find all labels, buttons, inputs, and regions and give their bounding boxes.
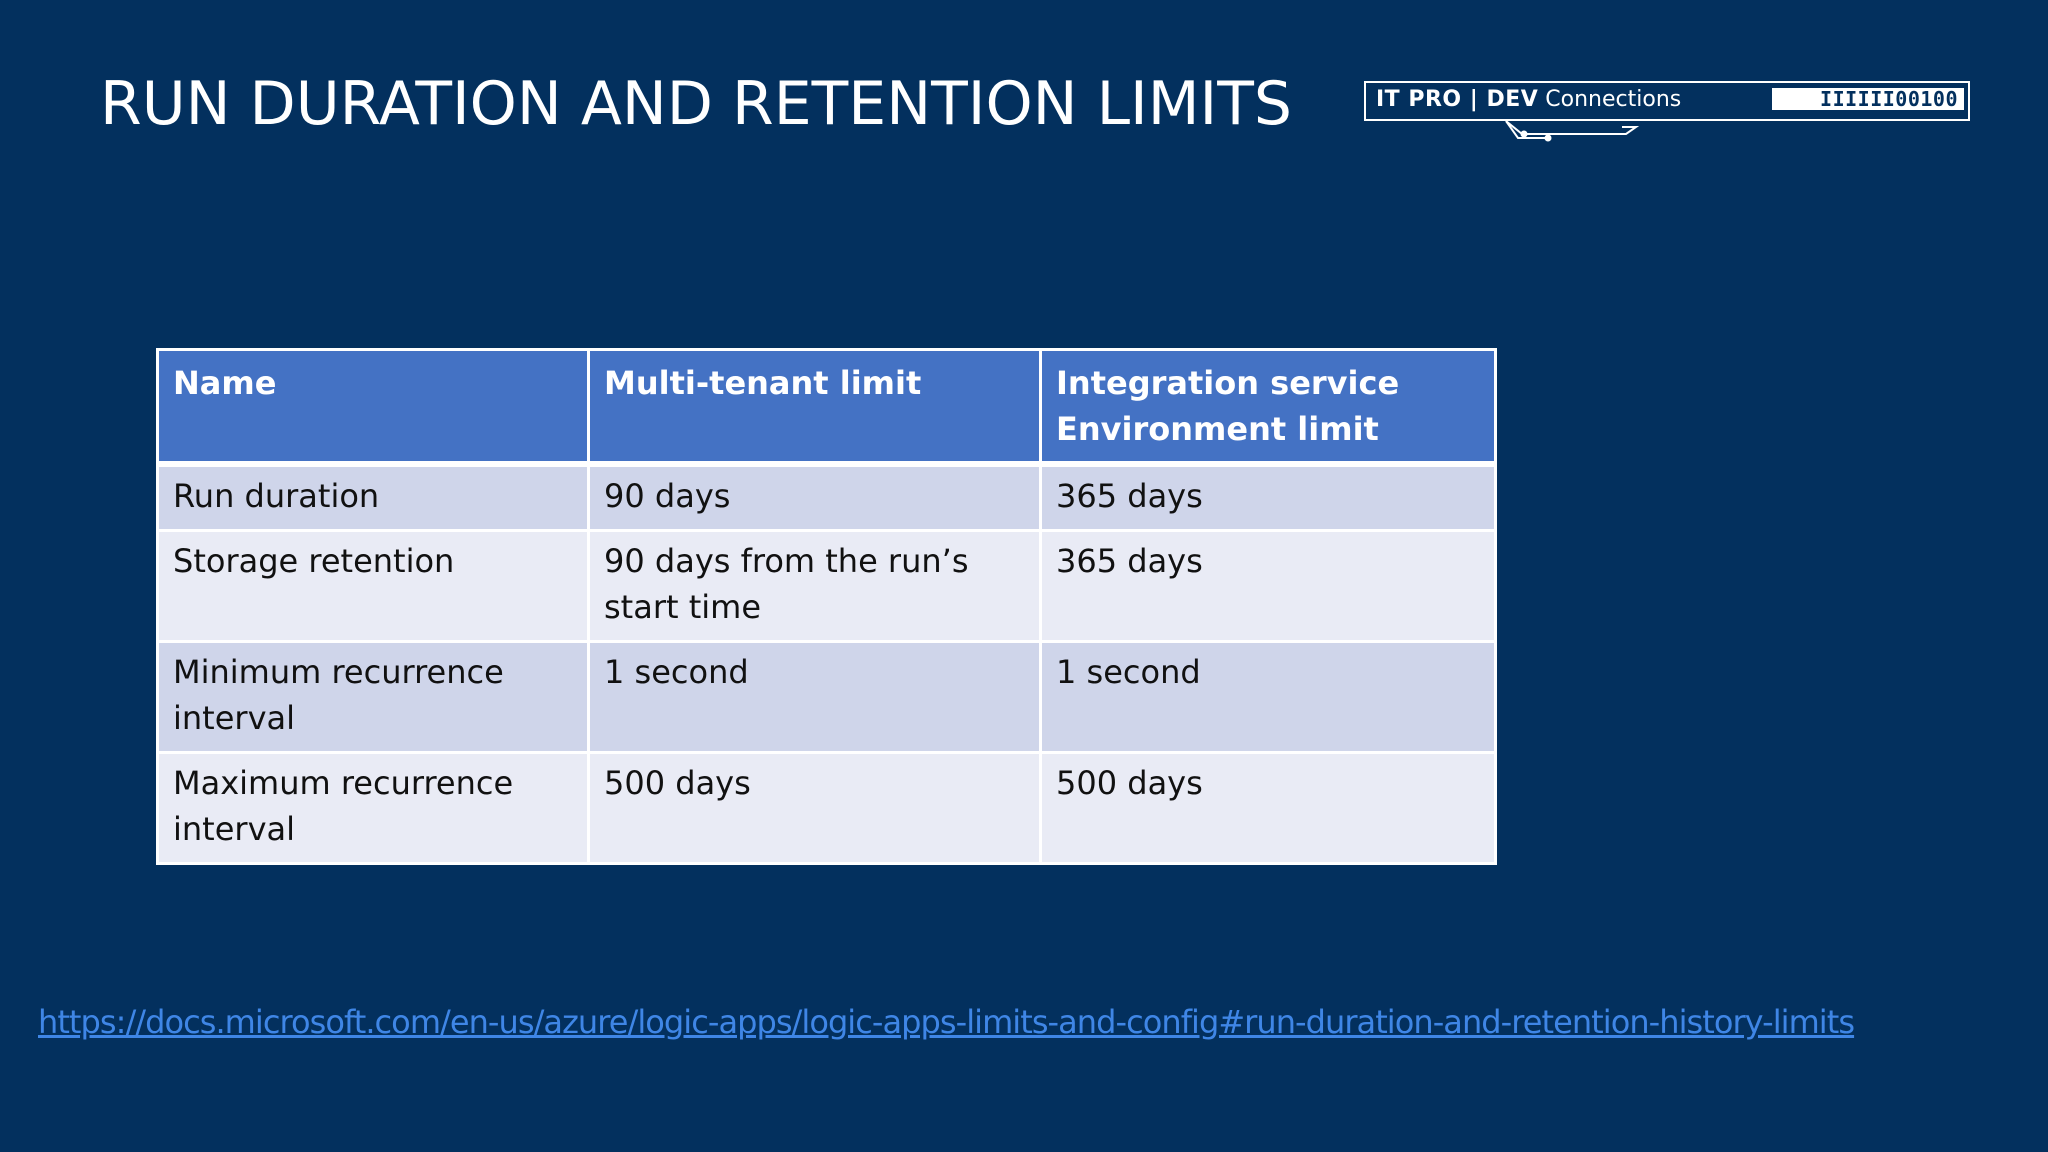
logo-text-regular: Connections [1545,87,1682,112]
circuit-trace-icon [1505,120,1640,142]
ise-cell: 500 days [1039,751,1497,865]
row-name-cell: Minimum recurrence interval [156,640,590,754]
table-row: Minimum recurrence interval 1 second 1 s… [156,640,1497,754]
ise-cell: 365 days [1039,462,1497,532]
ise-cell: 1 second [1039,640,1497,754]
table-header-row: Name Multi-tenant limit Integration serv… [156,348,1497,466]
row-name-cell: Maximum recurrence interval [156,751,590,865]
multi-tenant-cell: 1 second [587,640,1042,754]
header-name: Name [156,348,590,466]
multi-tenant-cell: 90 days [587,462,1042,532]
ise-cell: 365 days [1039,529,1497,643]
logo-frame [1364,81,1970,121]
limits-table: Name Multi-tenant limit Integration serv… [156,348,1497,865]
table-row: Maximum recurrence interval 500 days 500… [156,751,1497,865]
docs-reference-link[interactable]: https://docs.microsoft.com/en-us/azure/l… [38,1003,1855,1041]
row-name-cell: Run duration [156,462,590,532]
multi-tenant-cell: 90 days from the run’s start time [587,529,1042,643]
table-row: Run duration 90 days 365 days [156,462,1497,532]
table-row: Storage retention 90 days from the run’s… [156,529,1497,643]
row-name-cell: Storage retention [156,529,590,643]
logo-text: IT PRO | DEV Connections [1376,85,1681,115]
header-multi-tenant-limit: Multi-tenant limit [587,348,1042,466]
logo-binary-code: IIIIII00100 [1772,88,1964,110]
multi-tenant-cell: 500 days [587,751,1042,865]
header-ise-limit: Integration service Environment limit [1039,348,1497,466]
it-pro-dev-connections-logo: IT PRO | DEV Connections IIIIII00100 [1364,78,1974,142]
logo-text-bold: IT PRO | DEV [1376,87,1539,112]
slide-title: RUN DURATION AND RETENTION LIMITS [100,69,1292,139]
